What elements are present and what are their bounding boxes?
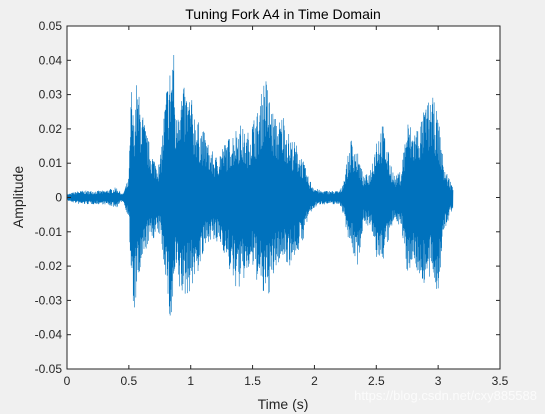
y-axis-title: Amplitude bbox=[10, 166, 26, 228]
y-tick-label: -0.05 bbox=[35, 362, 63, 376]
y-tick-label: 0.01 bbox=[39, 156, 63, 170]
y-tick-label: 0.04 bbox=[39, 53, 63, 67]
watermark: https://blog.csdn.net/cxy885588 bbox=[354, 388, 537, 403]
x-tick-label: 2.5 bbox=[368, 374, 385, 388]
x-tick-label: 0 bbox=[64, 374, 71, 388]
signal-layer bbox=[66, 55, 454, 316]
x-tick-label: 1 bbox=[187, 374, 194, 388]
x-tick-label: 2 bbox=[311, 374, 318, 388]
x-tick-label: 1.5 bbox=[244, 374, 261, 388]
y-tick-label: -0.01 bbox=[35, 225, 63, 239]
y-tick-label: -0.03 bbox=[35, 293, 63, 307]
y-tick-label: 0.05 bbox=[39, 19, 63, 33]
ticks-layer: 0 0.5 1 1.5 2 2.5 3 3.5 -0.05 -0.04 -0.03 -0.02 -0.0… bbox=[35, 19, 509, 388]
y-tick-label: 0.03 bbox=[39, 88, 63, 102]
x-axis-title: Time (s) bbox=[258, 396, 309, 412]
chart-title: Tuning Fork A4 in Time Domain bbox=[185, 6, 381, 22]
x-tick-label: 3.5 bbox=[492, 374, 509, 388]
signal-waveform bbox=[66, 55, 454, 316]
y-tick-label: -0.04 bbox=[35, 328, 63, 342]
y-tick-label: -0.02 bbox=[35, 259, 63, 273]
x-tick-label: 3 bbox=[435, 374, 442, 388]
y-tick-label: 0 bbox=[55, 191, 62, 205]
y-tick-label: 0.02 bbox=[39, 122, 63, 136]
x-tick-label: 0.5 bbox=[121, 374, 138, 388]
